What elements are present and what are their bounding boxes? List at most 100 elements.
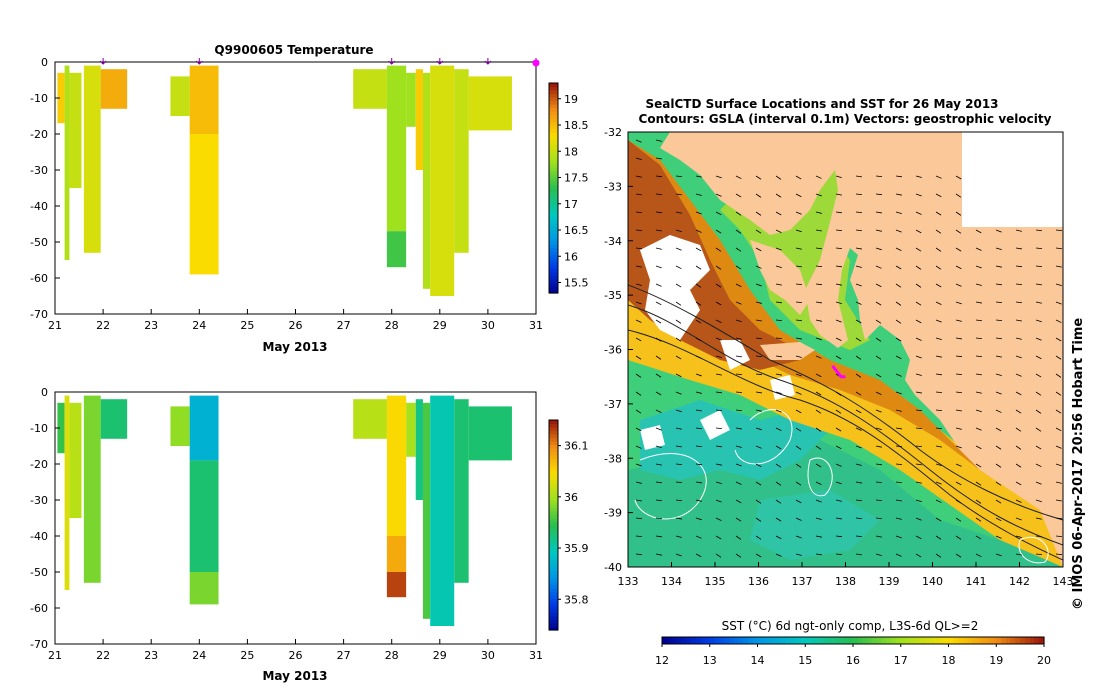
- velocity-vector-189: [675, 337, 682, 342]
- profile-2-segment-0: [69, 402, 82, 518]
- x-tick-label-27: 27: [337, 649, 351, 662]
- velocity-vector-297: [635, 427, 642, 432]
- velocity-vector-469: [995, 553, 1002, 557]
- sst-colorbar-cell-45: [876, 637, 883, 644]
- velocity-vector-333: [915, 445, 923, 448]
- profile-8-segment-1: [386, 536, 407, 572]
- velocity-vector-324: [735, 445, 742, 448]
- profile-6-segment-1: [189, 460, 219, 572]
- velocity-vector-248: [975, 373, 982, 376]
- velocity-vector-410: [695, 517, 702, 521]
- velocity-vector-222: [895, 355, 902, 360]
- colorbar-cell-9: [549, 258, 558, 263]
- velocity-vector-74: [1015, 229, 1022, 232]
- profile-8-segment-1: [386, 231, 407, 268]
- map-y-tick-label-5: -37: [604, 398, 622, 411]
- velocity-vector-356: [935, 463, 942, 466]
- velocity-vector-341: [635, 463, 642, 467]
- velocity-vector-147: [715, 301, 722, 306]
- velocity-vector-73: [995, 229, 1002, 233]
- velocity-vector-66: [855, 229, 863, 232]
- velocity-vector-54: [955, 211, 962, 216]
- velocity-vector-378: [935, 481, 942, 485]
- velocity-vector-284: [815, 409, 822, 414]
- sst-colorbar-cell-67: [981, 637, 988, 644]
- map-y-tick-label-2: -34: [604, 235, 622, 248]
- velocity-vector-326: [775, 445, 782, 450]
- map-y-tick-label-7: -39: [604, 507, 622, 520]
- velocity-vector-269: [955, 391, 963, 394]
- x-tick-label-27: 27: [337, 319, 351, 332]
- colorbar-cell-48: [549, 121, 558, 126]
- velocity-vector-448: [1015, 535, 1022, 538]
- sst-colorbar-cell-52: [910, 637, 916, 644]
- velocity-vector-114: [935, 265, 942, 270]
- colorbar-cell-51: [549, 111, 558, 116]
- velocity-vector-320: [655, 445, 662, 448]
- sst-colorbar-cell-3: [676, 637, 682, 644]
- velocity-vector-373: [835, 481, 842, 485]
- velocity-vector-231: [635, 373, 642, 378]
- colorbar-cell-19: [549, 223, 558, 228]
- sst-colorbar-tick-label-7: 19: [989, 654, 1003, 667]
- latest-surfacing-dot: [532, 59, 540, 67]
- velocity-vector-416: [815, 517, 822, 521]
- velocity-vector-281: [755, 409, 762, 412]
- velocity-vector-422: [935, 517, 942, 522]
- colorbar-cell-23: [549, 546, 558, 551]
- velocity-vector-116: [975, 265, 982, 269]
- velocity-vector-174: [815, 319, 822, 322]
- velocity-vector-379: [955, 481, 962, 486]
- sst-colorbar-cell-23: [771, 637, 778, 644]
- profile-7-segment-0: [353, 69, 387, 109]
- velocity-vector-236: [735, 373, 743, 376]
- map-x-tick-label-139: 139: [879, 575, 900, 588]
- velocity-vector-471: [1035, 553, 1043, 556]
- velocity-vector-272: [1015, 391, 1022, 396]
- map-y-tick-label-8: -40: [604, 561, 622, 574]
- colorbar-cell-24: [549, 205, 558, 210]
- velocity-vector-154: [855, 301, 862, 305]
- colorbar-cell-38: [549, 493, 558, 498]
- velocity-vector-299: [675, 427, 682, 430]
- velocity-vector-170: [735, 319, 742, 323]
- velocity-vector-218: [815, 355, 822, 359]
- velocity-vector-246: [935, 373, 942, 376]
- profile-4-segment-0: [100, 69, 128, 109]
- velocity-vector-323: [715, 445, 722, 448]
- colorbar-cell-27: [549, 195, 558, 200]
- sst-colorbar-cell-60: [948, 637, 954, 644]
- velocity-vector-219: [835, 355, 842, 360]
- velocity-vector-245: [915, 373, 922, 376]
- velocity-vector-158: [935, 301, 942, 306]
- profile-5-segment-0: [170, 76, 190, 116]
- velocity-vector-179: [915, 319, 922, 324]
- colorbar-cell-20: [549, 219, 558, 224]
- velocity-vector-334: [935, 445, 942, 448]
- sst-colorbar-cell-75: [1020, 637, 1026, 644]
- velocity-vector-460: [815, 553, 822, 556]
- velocity-vectors: [635, 139, 1063, 558]
- colorbar-cell-31: [549, 181, 558, 186]
- colorbar-cell-14: [549, 577, 558, 582]
- velocity-vector-328: [815, 445, 822, 450]
- velocity-vector-286: [855, 409, 862, 414]
- velocity-vector-149: [755, 301, 762, 304]
- velocity-vector-443: [915, 535, 922, 540]
- velocity-vector-180: [935, 319, 942, 323]
- velocity-vector-409: [675, 517, 682, 520]
- sst-colorbar-cell-48: [891, 637, 897, 644]
- velocity-vector-359: [995, 463, 1002, 468]
- colorbar-cell-32: [549, 177, 558, 182]
- velocity-vector-387: [675, 499, 683, 502]
- velocity-vector-89: [875, 247, 882, 251]
- map-y-tick-label-6: -38: [604, 452, 622, 465]
- velocity-vector-301: [715, 427, 723, 430]
- sst-colorbar-tick-label-4: 16: [846, 654, 860, 667]
- velocity-vector-240: [815, 373, 822, 378]
- velocity-vector-182: [975, 319, 983, 322]
- colorbar-cell-10: [549, 591, 558, 596]
- velocity-vector-413: [755, 517, 762, 522]
- velocity-vector-192: [735, 337, 742, 340]
